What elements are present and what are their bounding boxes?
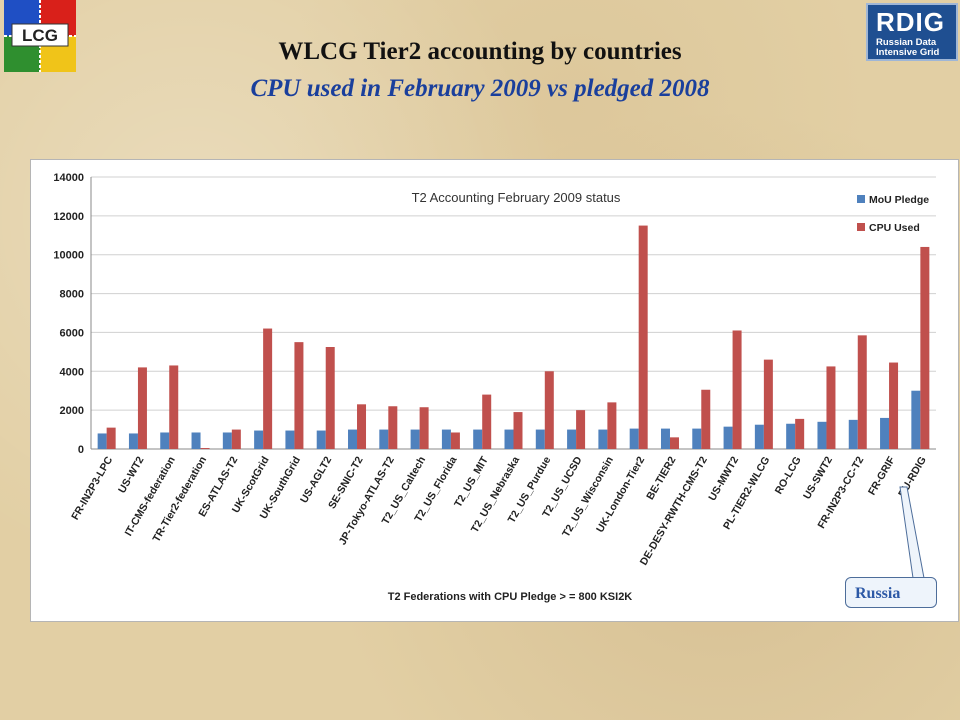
lcg-logo-text: LCG <box>22 26 58 45</box>
x-axis-label: T2 Federations with CPU Pledge > = 800 K… <box>388 591 633 603</box>
bar-mou-pledge <box>128 433 138 449</box>
bar-cpu-used <box>576 410 586 449</box>
x-tick-label: JP-Tokyo-ATLAS-T2 <box>337 454 397 547</box>
y-tick-label: 2000 <box>60 405 84 417</box>
bar-cpu-used <box>137 367 147 449</box>
bar-cpu-used <box>231 429 241 449</box>
bar-cpu-used <box>669 437 679 449</box>
bar-mou-pledge <box>598 429 608 449</box>
x-tick-label: US-SWT2 <box>801 454 835 501</box>
bar-cpu-used <box>638 225 648 449</box>
bar-cpu-used <box>607 402 617 449</box>
bar-cpu-used <box>388 406 398 449</box>
bar-mou-pledge <box>473 429 483 449</box>
y-tick-label: 0 <box>78 444 84 456</box>
bar-mou-pledge <box>160 432 170 449</box>
bar-mou-pledge <box>692 428 702 449</box>
bar-cpu-used <box>482 394 492 449</box>
legend-label: CPU Used <box>869 222 920 234</box>
chart-frame: 0 2000 4000 6000 8000 10000 12000 14000 FR-IN2P3… <box>30 159 959 622</box>
y-tick-label: 10000 <box>53 250 84 262</box>
rdig-logo-line2: Intensive Grid <box>876 47 940 58</box>
bar-mou-pledge <box>441 429 451 449</box>
lcg-logo: LCG <box>4 0 76 72</box>
bar-cpu-used <box>325 347 335 449</box>
x-tick-label: US-WT2 <box>116 454 147 495</box>
rdig-logo-title: RDIG <box>876 7 945 37</box>
bar-mou-pledge <box>660 428 670 449</box>
bar-mou-pledge <box>911 390 921 449</box>
x-tick-label: RO-LCG <box>773 455 804 497</box>
page-title: WLCG Tier2 accounting by countries <box>278 38 682 65</box>
bar-cpu-used <box>826 366 836 449</box>
bar-mou-pledge <box>535 429 545 449</box>
chart-title: T2 Accounting February 2009 status <box>412 190 621 205</box>
legend-swatch <box>857 223 865 231</box>
bar-cpu-used <box>920 246 930 449</box>
bar-cpu-used <box>200 448 210 449</box>
bar-mou-pledge <box>880 417 890 449</box>
bar-cpu-used <box>169 365 179 449</box>
y-tick-label: 14000 <box>53 172 84 184</box>
bar-chart: 0 2000 4000 6000 8000 10000 12000 14000 FR-IN2P3… <box>53 172 936 603</box>
bar-cpu-used <box>263 328 273 449</box>
bar-mou-pledge <box>285 430 295 449</box>
bar-mou-pledge <box>786 423 796 449</box>
bar-cpu-used <box>857 335 867 449</box>
bar-mou-pledge <box>410 429 420 449</box>
bar-cpu-used <box>544 371 554 449</box>
y-tick-label: 6000 <box>60 327 84 339</box>
bar-cpu-used <box>450 432 460 449</box>
bar-cpu-used <box>763 359 773 449</box>
y-tick-label: 4000 <box>60 366 84 378</box>
x-tick-label: FR-IN2P3-LPC <box>69 454 115 522</box>
legend-label: MoU Pledge <box>869 194 929 206</box>
bar-mou-pledge <box>629 428 639 449</box>
rdig-logo: RDIG Russian Data Intensive Grid <box>866 3 958 61</box>
bar-mou-pledge <box>254 430 264 449</box>
bar-mou-pledge <box>222 432 232 449</box>
bar-cpu-used <box>106 427 116 449</box>
bar-cpu-used <box>294 342 304 449</box>
x-tick-label: RU-RDIG <box>896 455 929 500</box>
y-tick-label: 8000 <box>60 289 84 301</box>
rdig-logo-line1: Russian Data <box>876 37 937 48</box>
bar-mou-pledge <box>567 429 577 449</box>
x-tick-label: US-MWT2 <box>706 454 741 503</box>
legend-swatch <box>857 195 865 203</box>
y-tick-label: 12000 <box>53 211 84 223</box>
x-tick-label: FR-GRIF <box>866 454 898 497</box>
bar-mou-pledge <box>754 424 764 449</box>
bar-cpu-used <box>795 418 805 449</box>
bar-mou-pledge <box>316 430 326 449</box>
bar-mou-pledge <box>379 429 389 449</box>
x-tick-label: US-AGLT2 <box>298 454 334 505</box>
russia-callout: Russia <box>845 577 937 608</box>
x-tick-label: BE-TIER2 <box>644 454 678 502</box>
bar-cpu-used <box>889 362 899 449</box>
bar-mou-pledge <box>817 421 827 449</box>
x-tick-label: DE-DESY-RWTH-CMS-T2 <box>638 454 710 567</box>
bar-cpu-used <box>513 412 523 449</box>
bar-mou-pledge <box>348 429 358 449</box>
bar-cpu-used <box>701 389 711 449</box>
bar-mou-pledge <box>848 419 858 449</box>
page-subtitle: CPU used in February 2009 vs pledged 200… <box>250 75 710 102</box>
bar-mou-pledge <box>191 432 201 449</box>
bar-cpu-used <box>357 404 367 449</box>
bar-cpu-used <box>732 330 742 449</box>
bar-mou-pledge <box>97 433 107 449</box>
bar-cpu-used <box>419 407 429 449</box>
bar-mou-pledge <box>723 426 733 449</box>
bar-mou-pledge <box>504 429 514 449</box>
